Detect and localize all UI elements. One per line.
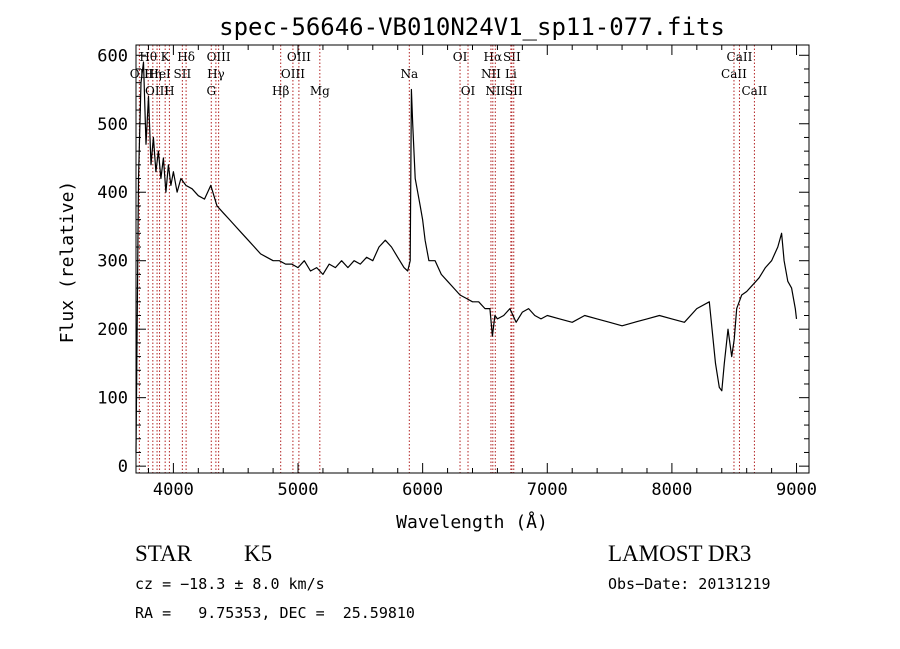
- object-type: STAR: [135, 541, 192, 566]
- y-tick-label: 300: [97, 252, 128, 272]
- x-tick-label: 4000: [153, 480, 194, 500]
- y-axis: 0 100 200 300 400 500 600: [97, 46, 809, 477]
- x-tick-label: 5000: [278, 480, 319, 500]
- marker-label: NII: [485, 84, 505, 98]
- marker-label: Li: [505, 67, 517, 81]
- subclass: K5: [244, 541, 273, 566]
- coordinates: RA = 9.75353, DEC = 25.59810: [135, 604, 415, 622]
- marker-label: CaII: [727, 50, 753, 64]
- chart-title: spec-56646-VB010N24V1_sp11-077.fits: [219, 13, 725, 41]
- obs-date: Obs−Date: 20131219: [608, 575, 771, 593]
- y-tick-label: 600: [97, 46, 128, 66]
- marker-label: K: [161, 50, 171, 64]
- marker-label: HeI: [148, 67, 171, 81]
- marker-label: OIII: [287, 50, 311, 64]
- marker-label: Hβ: [272, 84, 289, 98]
- series-line: [135, 61, 798, 453]
- x-tick-label: 7000: [527, 480, 568, 500]
- x-tick-label: 8000: [651, 480, 692, 500]
- x-axis: 4000 5000 6000 7000 8000 9000: [147, 45, 817, 500]
- marker-label: H: [164, 84, 174, 98]
- y-tick-label: 500: [97, 115, 128, 135]
- marker-label: Mg: [310, 84, 330, 98]
- marker-label: Hδ: [177, 50, 195, 64]
- x-tick-label: 6000: [402, 480, 443, 500]
- x-axis-label: Wavelength (Å): [396, 511, 548, 533]
- marker-label: Hθ: [139, 50, 157, 64]
- marker-label: SII: [503, 50, 521, 64]
- marker-label: OIII: [207, 50, 231, 64]
- survey-name: LAMOST DR3: [608, 541, 752, 566]
- series-group: [135, 61, 798, 453]
- redshift-cz: cz = −18.3 ± 8.0 km/s: [135, 575, 325, 593]
- marker-label: G: [206, 84, 216, 98]
- marker-label: OI: [461, 84, 476, 98]
- marker-label: SII: [174, 67, 192, 81]
- marker-label: CaII: [741, 84, 767, 98]
- y-tick-label: 200: [97, 320, 128, 340]
- y-tick-label: 400: [97, 183, 128, 203]
- y-tick-label: 0: [118, 457, 128, 477]
- marker-label: NII: [481, 67, 501, 81]
- marker-label: Hα: [484, 50, 503, 64]
- y-tick-label: 100: [97, 389, 128, 409]
- plot-frame: [135, 44, 810, 474]
- marker-label: CaII: [721, 67, 747, 81]
- marker-label: Na: [400, 67, 418, 81]
- marker-label: OIII: [281, 67, 305, 81]
- y-axis-label: Flux (relative): [57, 181, 78, 344]
- marker-label: OI: [453, 50, 468, 64]
- marker-label: SII: [505, 84, 523, 98]
- x-tick-label: 9000: [776, 480, 817, 500]
- marker-label: Hγ: [207, 67, 225, 81]
- marker-label: OIII: [145, 84, 169, 98]
